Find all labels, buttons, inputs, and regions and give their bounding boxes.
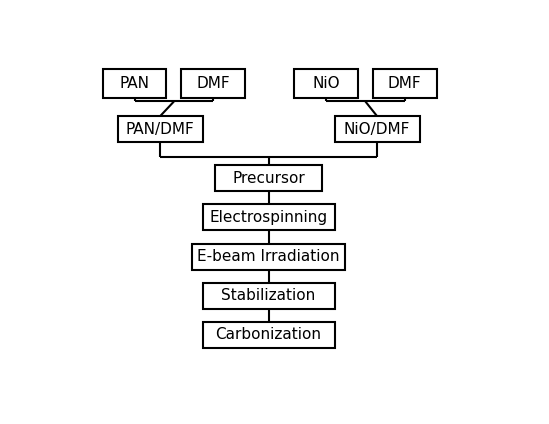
FancyBboxPatch shape xyxy=(203,322,334,348)
FancyBboxPatch shape xyxy=(181,69,245,98)
Text: NiO: NiO xyxy=(312,76,340,91)
Text: Precursor: Precursor xyxy=(232,171,305,186)
Text: Electrospinning: Electrospinning xyxy=(210,210,328,225)
Text: Stabilization: Stabilization xyxy=(221,288,316,303)
Text: DMF: DMF xyxy=(197,76,230,91)
FancyBboxPatch shape xyxy=(294,69,358,98)
Text: NiO/DMF: NiO/DMF xyxy=(344,122,410,137)
FancyBboxPatch shape xyxy=(203,283,334,309)
FancyBboxPatch shape xyxy=(334,116,419,142)
Text: DMF: DMF xyxy=(388,76,422,91)
FancyBboxPatch shape xyxy=(117,116,203,142)
FancyBboxPatch shape xyxy=(103,69,166,98)
FancyBboxPatch shape xyxy=(192,243,345,270)
Text: PAN: PAN xyxy=(120,76,149,91)
Text: PAN/DMF: PAN/DMF xyxy=(126,122,194,137)
FancyBboxPatch shape xyxy=(203,204,334,231)
Text: Carbonization: Carbonization xyxy=(216,327,322,343)
Text: E-beam Irradiation: E-beam Irradiation xyxy=(197,249,340,264)
FancyBboxPatch shape xyxy=(215,165,322,191)
FancyBboxPatch shape xyxy=(373,69,436,98)
